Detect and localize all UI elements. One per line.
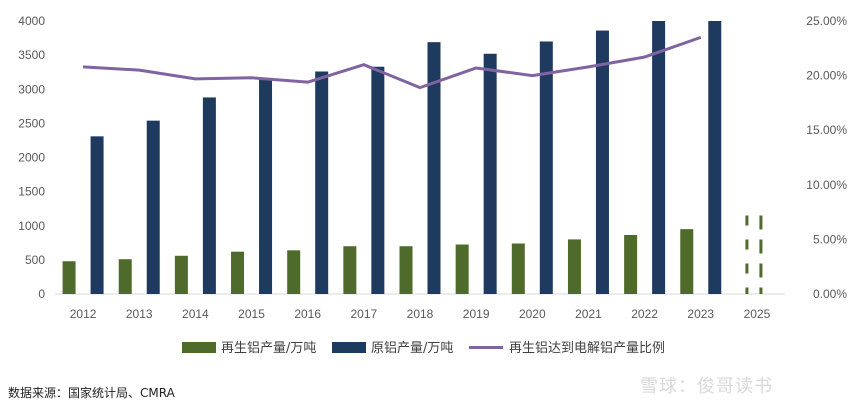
bar-recycled	[399, 246, 413, 294]
bar-recycled	[455, 244, 469, 294]
x-tick-label: 2019	[463, 307, 490, 321]
right-tick-label: 20.00%	[806, 69, 847, 83]
left-tick-label: 3500	[18, 48, 45, 62]
x-tick-label: 2016	[294, 307, 321, 321]
bar-recycled	[174, 255, 188, 294]
ratio-series-line	[82, 35, 702, 90]
bar-primary	[202, 97, 216, 294]
bar-recycled	[567, 239, 581, 294]
x-tick-label: 2025	[744, 307, 771, 321]
bar-primary	[259, 79, 273, 294]
left-tick-label: 1000	[18, 219, 45, 233]
bar-primary	[90, 136, 104, 294]
left-tick-label: 4000	[18, 14, 45, 28]
legend-swatch-primary	[332, 342, 366, 353]
left-tick-label: 1500	[18, 185, 45, 199]
legend: 再生铝产量/万吨 原铝产量/万吨 再生铝达到电解铝产量比例	[182, 341, 665, 356]
right-tick-label: 10.00%	[806, 178, 847, 192]
legend-label-primary: 原铝产量/万吨	[371, 341, 453, 356]
left-tick-label: 2500	[18, 116, 45, 130]
bar-recycled	[62, 261, 76, 294]
x-tick-label: 2012	[70, 307, 97, 321]
x-tick-label: 2022	[631, 307, 658, 321]
x-tick-label: 2014	[182, 307, 209, 321]
x-tick-label: 2015	[238, 307, 265, 321]
bar-recycled	[343, 246, 357, 294]
bar-recycled	[118, 259, 132, 294]
left-tick-label: 0	[38, 287, 45, 301]
x-tick-label: 2023	[687, 307, 714, 321]
x-tick-label: 2017	[350, 307, 377, 321]
bar-primary	[708, 21, 722, 294]
bar-primary	[315, 71, 329, 294]
bar-primary	[371, 66, 385, 294]
right-tick-label: 0.00%	[813, 287, 847, 301]
right-tick-label: 25.00%	[806, 14, 847, 28]
legend-label-recycled: 再生铝产量/万吨	[221, 341, 316, 356]
bar-recycled	[680, 229, 694, 294]
bar-primary	[652, 21, 666, 294]
right-tick-label: 15.00%	[806, 123, 847, 137]
left-tick-label: 500	[25, 253, 45, 267]
left-tick-label: 3000	[18, 82, 45, 96]
right-tick-label: 5.00%	[813, 232, 847, 246]
x-tick-label: 2018	[407, 307, 434, 321]
bar-primary	[146, 120, 160, 295]
watermark: 雪球：俊哥读书	[640, 376, 773, 397]
projection-2025	[745, 215, 763, 294]
bar-recycled	[624, 234, 638, 294]
bar-primary	[427, 42, 441, 294]
x-tick-label: 2021	[575, 307, 602, 321]
left-tick-label: 2000	[18, 151, 45, 165]
bar-primary	[595, 30, 609, 295]
x-axis: 2012 2013 2014 2015 2016 2017 2018 2019 2020 2021…	[70, 307, 771, 321]
bar-group	[62, 21, 722, 295]
combo-chart: 0 500 1000 1500 2000 2500 3000 3500 4000 0.00% 5.…	[18, 14, 847, 356]
legend-label-ratio: 再生铝达到电解铝产量比例	[509, 341, 665, 356]
legend-swatch-recycled	[182, 342, 216, 353]
x-tick-label: 2020	[519, 307, 546, 321]
bar-recycled	[287, 250, 301, 294]
right-axis: 0.00% 5.00% 10.00% 15.00% 20.00% 25.00%	[806, 14, 847, 301]
bar-primary	[483, 53, 497, 295]
bar-primary	[539, 41, 553, 294]
bar-recycled	[231, 251, 245, 294]
bar-recycled	[511, 243, 525, 294]
x-tick-label: 2013	[126, 307, 153, 321]
source-note: 数据来源：国家统计局、CMRA	[8, 386, 175, 400]
left-axis: 0 500 1000 1500 2000 2500 3000 3500 4000	[18, 14, 45, 301]
